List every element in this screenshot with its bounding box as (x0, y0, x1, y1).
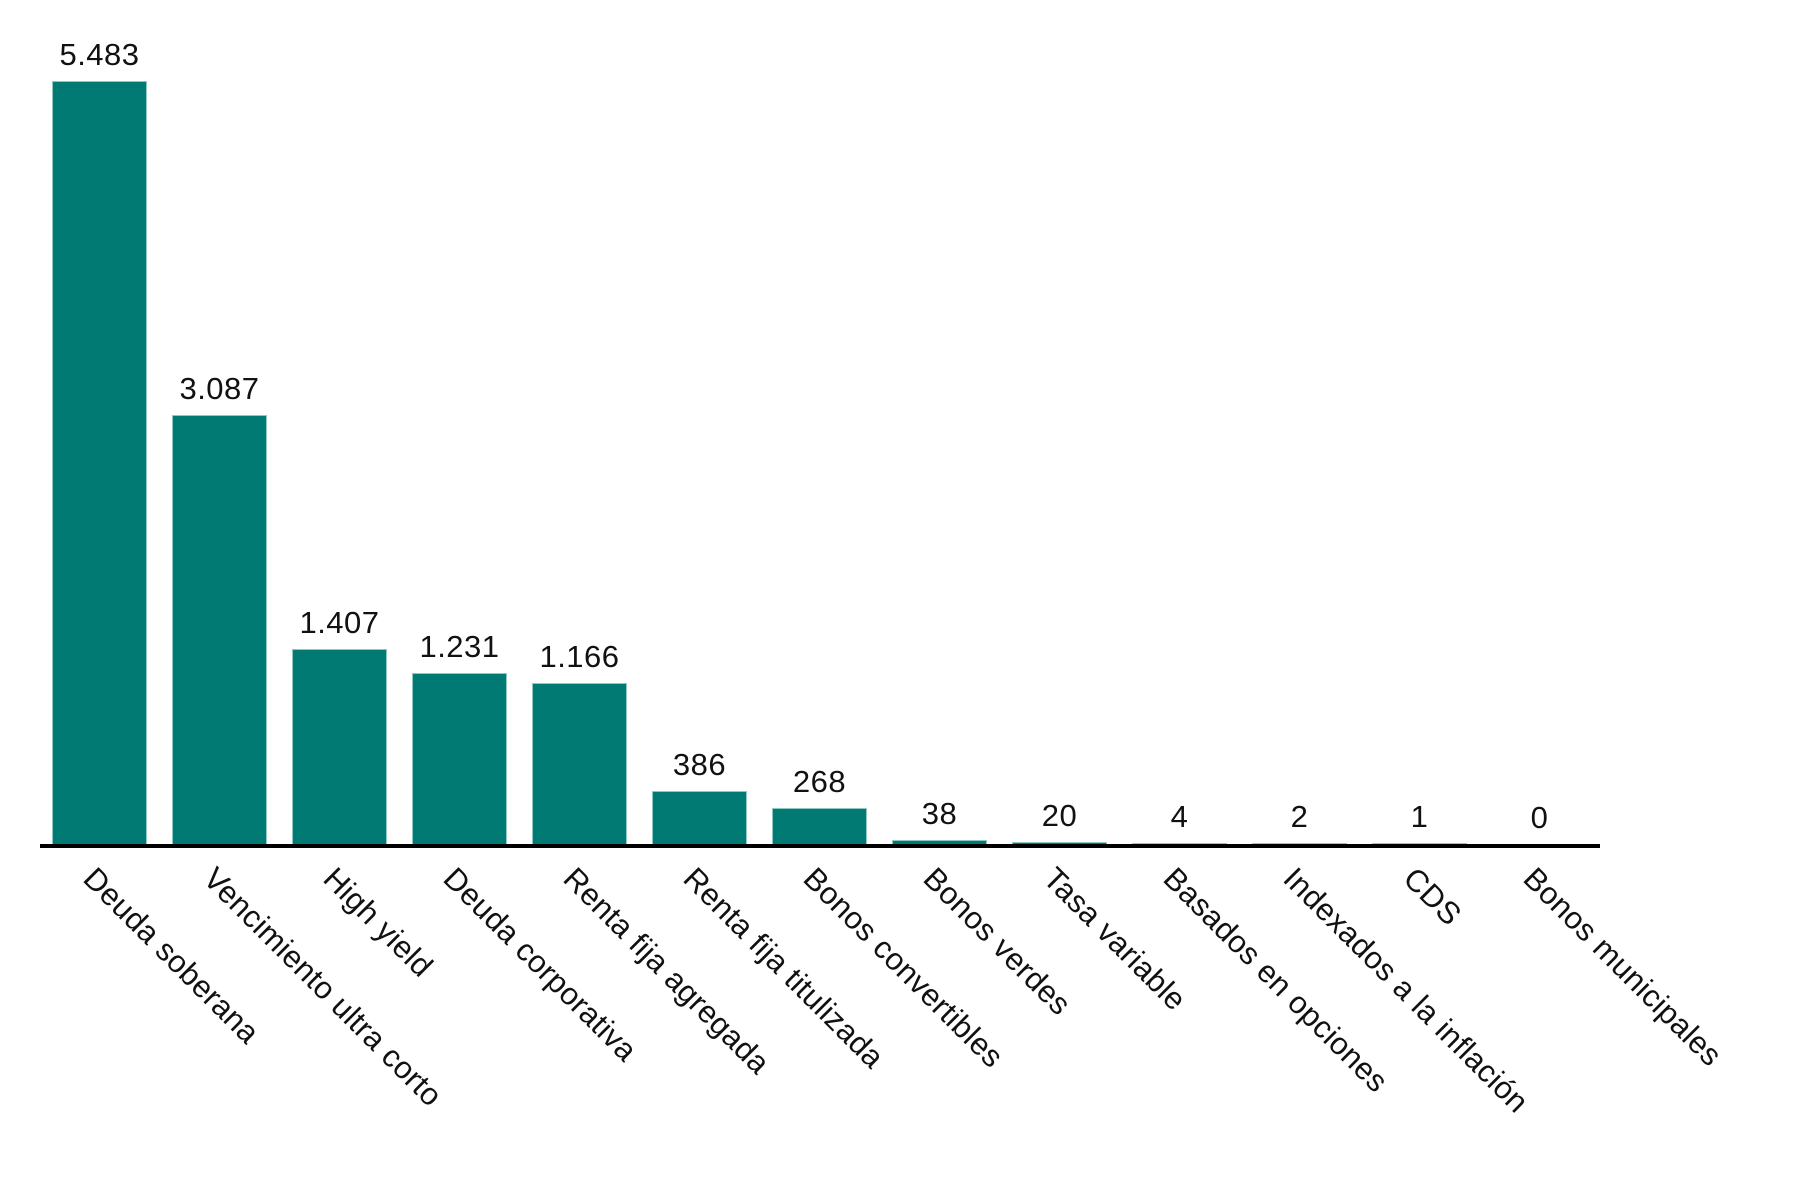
x-axis-tick-label: CDS (1396, 860, 1469, 933)
bar-value-label: 1.231 (419, 629, 500, 665)
bar-value-label: 4 (1170, 799, 1189, 834)
bar (292, 648, 387, 845)
bar-value-label: 386 (672, 747, 727, 783)
bar (412, 673, 507, 845)
x-axis-tick-label: High yield (316, 860, 440, 984)
bar-value-label: 2 (1290, 799, 1309, 834)
x-axis-tick-label: Indexados a la inflación (1276, 860, 1536, 1120)
bar-value-label: 38 (921, 795, 958, 831)
bar (772, 807, 867, 845)
bar-value-label: 20 (1041, 798, 1078, 834)
bar-value-label: 1 (1410, 799, 1429, 834)
bar (172, 414, 267, 845)
x-axis-tick-label: Basados en opciones (1156, 860, 1396, 1099)
bar (52, 81, 147, 845)
x-axis-tick-label: Bonos municipales (1516, 860, 1730, 1073)
bar-value-label: 0 (1530, 800, 1549, 835)
x-axis-tick-label: Renta fija titulizada (676, 860, 892, 1076)
x-axis-tick-label: Bonos convertibles (796, 860, 1011, 1075)
bar-value-label: 1.166 (539, 638, 620, 674)
bar (532, 682, 627, 845)
bar-value-label: 5.483 (59, 37, 140, 72)
x-axis-line (40, 844, 1600, 848)
x-axis-tick-label: Vencimiento ultra corto (196, 860, 450, 1114)
bar-value-label: 1.407 (299, 604, 380, 640)
x-axis-tick-label: Renta fija agregada (556, 860, 777, 1081)
bar-value-label: 3.087 (179, 370, 260, 406)
bar-value-label: 268 (792, 763, 847, 799)
bar (652, 791, 747, 845)
